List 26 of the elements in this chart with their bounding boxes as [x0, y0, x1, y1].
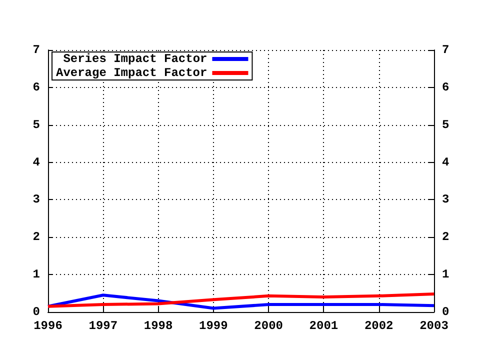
- x-tick-label: 1997: [88, 319, 118, 333]
- y2-tick-label: 7: [442, 43, 450, 57]
- y-tick-label: 3: [32, 192, 40, 207]
- y2-tick-label: 2: [442, 230, 450, 244]
- x-tick-label: 1996: [34, 319, 62, 333]
- y2-tick-label: 3: [442, 192, 450, 207]
- y2-tick-label: 6: [442, 80, 450, 94]
- y-tick-label: 4: [32, 155, 40, 170]
- y-tick-label: 2: [32, 230, 40, 244]
- x-tick-label: 2002: [364, 319, 394, 333]
- y2-tick-label: 1: [442, 268, 450, 282]
- legend-label: Series Impact Factor: [63, 52, 208, 66]
- y-tick-label: 0: [32, 305, 40, 319]
- x-tick-label: 2003: [420, 319, 448, 333]
- y2-tick-label: 4: [442, 155, 450, 170]
- x-tick-label: 2001: [309, 319, 338, 333]
- y-tick-label: 7: [32, 43, 40, 57]
- y2-tick-label: 5: [442, 118, 450, 132]
- x-tick-label: 1998: [144, 319, 173, 333]
- y-tick-label: 1: [32, 268, 40, 282]
- x-tick-label: 1999: [199, 319, 228, 333]
- y-tick-label: 5: [32, 118, 40, 132]
- legend-label: Average Impact Factor: [56, 66, 208, 80]
- y-tick-label: 6: [32, 80, 40, 94]
- x-tick-label: 2000: [254, 319, 283, 333]
- y2-tick-label: 0: [442, 305, 450, 319]
